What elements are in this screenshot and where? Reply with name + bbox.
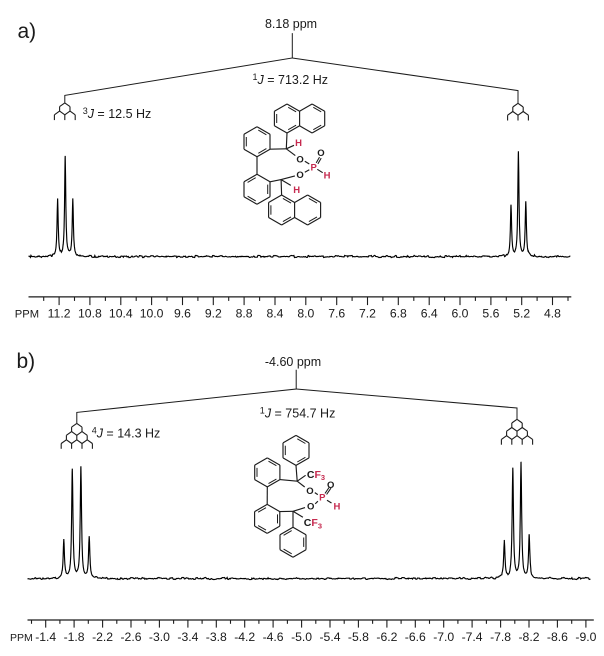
- svg-text:10.0: 10.0: [140, 307, 164, 321]
- svg-text:b): b): [17, 350, 36, 373]
- svg-text:10.8: 10.8: [78, 307, 102, 321]
- svg-text:H: H: [293, 185, 300, 196]
- svg-text:4.8: 4.8: [544, 307, 561, 321]
- svg-text:9.6: 9.6: [174, 307, 191, 321]
- svg-text:-5.8: -5.8: [348, 630, 369, 644]
- svg-text:-8.6: -8.6: [547, 630, 568, 644]
- svg-text:7.2: 7.2: [359, 307, 376, 321]
- svg-text:8.8: 8.8: [236, 307, 253, 321]
- svg-text:-9.0: -9.0: [575, 630, 596, 644]
- svg-text:1J = 713.2 Hz: 1J = 713.2 Hz: [253, 72, 329, 87]
- svg-text:7.6: 7.6: [328, 307, 345, 321]
- svg-text:-3.4: -3.4: [177, 630, 198, 644]
- svg-text:a): a): [18, 20, 37, 43]
- svg-text:O: O: [327, 480, 334, 491]
- svg-text:-8.2: -8.2: [518, 630, 539, 644]
- svg-text:PPM: PPM: [10, 632, 33, 644]
- svg-text:3J = 12.5 Hz: 3J = 12.5 Hz: [83, 106, 152, 121]
- svg-text:CF3: CF3: [307, 469, 325, 482]
- svg-text:8.18 ppm: 8.18 ppm: [265, 17, 317, 31]
- svg-text:-4.60 ppm: -4.60 ppm: [265, 355, 321, 369]
- svg-text:10.4: 10.4: [109, 307, 133, 321]
- svg-text:O: O: [307, 501, 314, 512]
- svg-text:-1.4: -1.4: [35, 630, 56, 644]
- svg-text:-2.6: -2.6: [120, 630, 141, 644]
- svg-text:8.0: 8.0: [297, 307, 314, 321]
- svg-text:O: O: [296, 154, 303, 165]
- svg-text:6.4: 6.4: [421, 307, 438, 321]
- svg-text:-1.8: -1.8: [64, 630, 85, 644]
- svg-text:H: H: [324, 171, 331, 182]
- svg-text:6.8: 6.8: [390, 307, 407, 321]
- svg-text:-5.0: -5.0: [291, 630, 312, 644]
- svg-text:-5.4: -5.4: [319, 630, 340, 644]
- svg-text:-2.2: -2.2: [92, 630, 113, 644]
- svg-text:11.2: 11.2: [48, 307, 71, 321]
- svg-text:O: O: [296, 170, 303, 181]
- svg-text:-7.8: -7.8: [490, 630, 511, 644]
- svg-text:-4.6: -4.6: [263, 630, 284, 644]
- svg-text:-7.4: -7.4: [462, 630, 483, 644]
- svg-text:5.2: 5.2: [513, 307, 530, 321]
- svg-text:H: H: [295, 138, 302, 149]
- svg-text:CF3: CF3: [304, 517, 322, 530]
- svg-text:-3.0: -3.0: [149, 630, 170, 644]
- svg-text:H: H: [333, 501, 340, 512]
- svg-text:-4.2: -4.2: [234, 630, 255, 644]
- svg-text:P: P: [311, 162, 318, 173]
- svg-text:-6.6: -6.6: [405, 630, 426, 644]
- svg-text:8.4: 8.4: [267, 307, 284, 321]
- svg-text:6.0: 6.0: [452, 307, 469, 321]
- svg-text:4J = 14.3 Hz: 4J = 14.3 Hz: [92, 426, 161, 441]
- svg-text:5.6: 5.6: [482, 307, 499, 321]
- svg-text:O: O: [306, 486, 313, 497]
- svg-text:P: P: [319, 493, 326, 504]
- svg-text:9.2: 9.2: [205, 307, 222, 321]
- svg-text:PPM: PPM: [15, 309, 39, 321]
- svg-text:O: O: [317, 148, 324, 159]
- svg-text:-7.0: -7.0: [433, 630, 454, 644]
- svg-text:-3.8: -3.8: [206, 630, 227, 644]
- svg-text:-6.2: -6.2: [376, 630, 397, 644]
- svg-text:1J = 754.7 Hz: 1J = 754.7 Hz: [260, 406, 336, 421]
